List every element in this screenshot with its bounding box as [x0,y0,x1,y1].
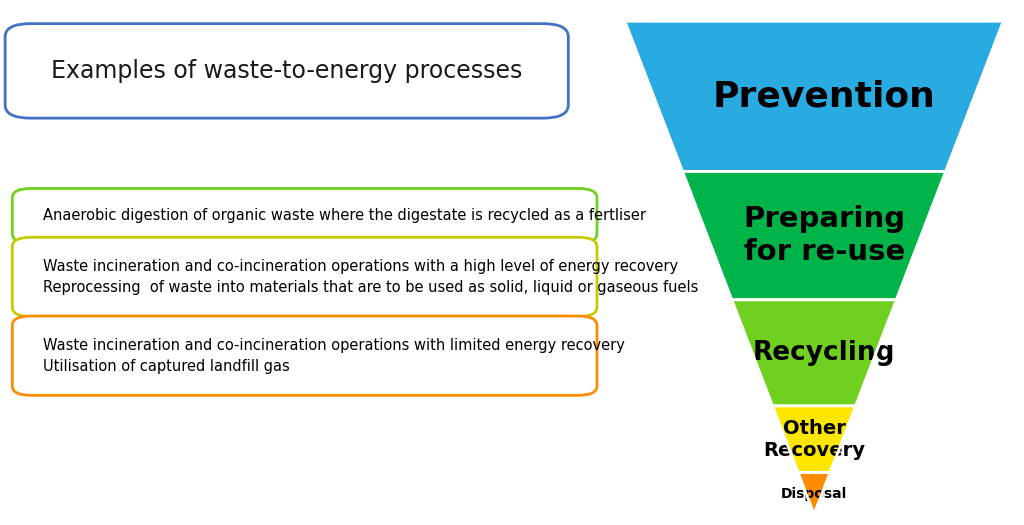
FancyBboxPatch shape [5,24,568,118]
Polygon shape [625,21,1004,172]
Text: Recycling: Recycling [753,340,896,366]
Text: Other
Recovery: Other Recovery [763,419,865,460]
FancyBboxPatch shape [12,237,597,317]
Text: Prevention: Prevention [713,79,936,113]
FancyBboxPatch shape [12,316,597,395]
Text: Disposal: Disposal [781,487,847,500]
Polygon shape [798,472,830,514]
Text: Preparing
for re-use: Preparing for re-use [743,205,905,266]
Polygon shape [732,300,896,406]
Text: Waste incineration and co-incineration operations with a high level of energy re: Waste incineration and co-incineration o… [43,259,698,295]
Text: Waste incineration and co-incineration operations with limited energy recovery
U: Waste incineration and co-incineration o… [43,338,625,374]
Text: Examples of waste-to-energy processes: Examples of waste-to-energy processes [51,59,522,83]
FancyBboxPatch shape [12,188,597,243]
Polygon shape [682,172,946,300]
Text: Anaerobic digestion of organic waste where the digestate is recycled as a fertli: Anaerobic digestion of organic waste whe… [43,208,646,223]
Polygon shape [772,406,856,472]
